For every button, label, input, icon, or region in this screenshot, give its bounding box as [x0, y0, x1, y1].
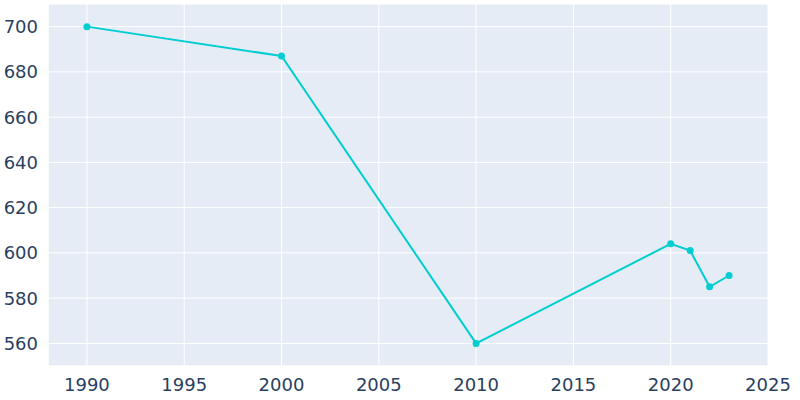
- svg-text:600: 600: [4, 242, 38, 263]
- svg-text:2020: 2020: [648, 374, 694, 395]
- svg-text:560: 560: [4, 333, 38, 354]
- svg-text:620: 620: [4, 197, 38, 218]
- svg-text:2005: 2005: [356, 374, 402, 395]
- svg-text:640: 640: [4, 152, 38, 173]
- svg-text:2015: 2015: [550, 374, 596, 395]
- svg-text:700: 700: [4, 16, 38, 37]
- svg-text:660: 660: [4, 107, 38, 128]
- svg-text:2025: 2025: [745, 374, 791, 395]
- svg-text:2010: 2010: [453, 374, 499, 395]
- svg-text:580: 580: [4, 288, 38, 309]
- svg-text:1995: 1995: [161, 374, 207, 395]
- svg-text:1990: 1990: [64, 374, 110, 395]
- svg-text:2000: 2000: [259, 374, 305, 395]
- svg-text:680: 680: [4, 61, 38, 82]
